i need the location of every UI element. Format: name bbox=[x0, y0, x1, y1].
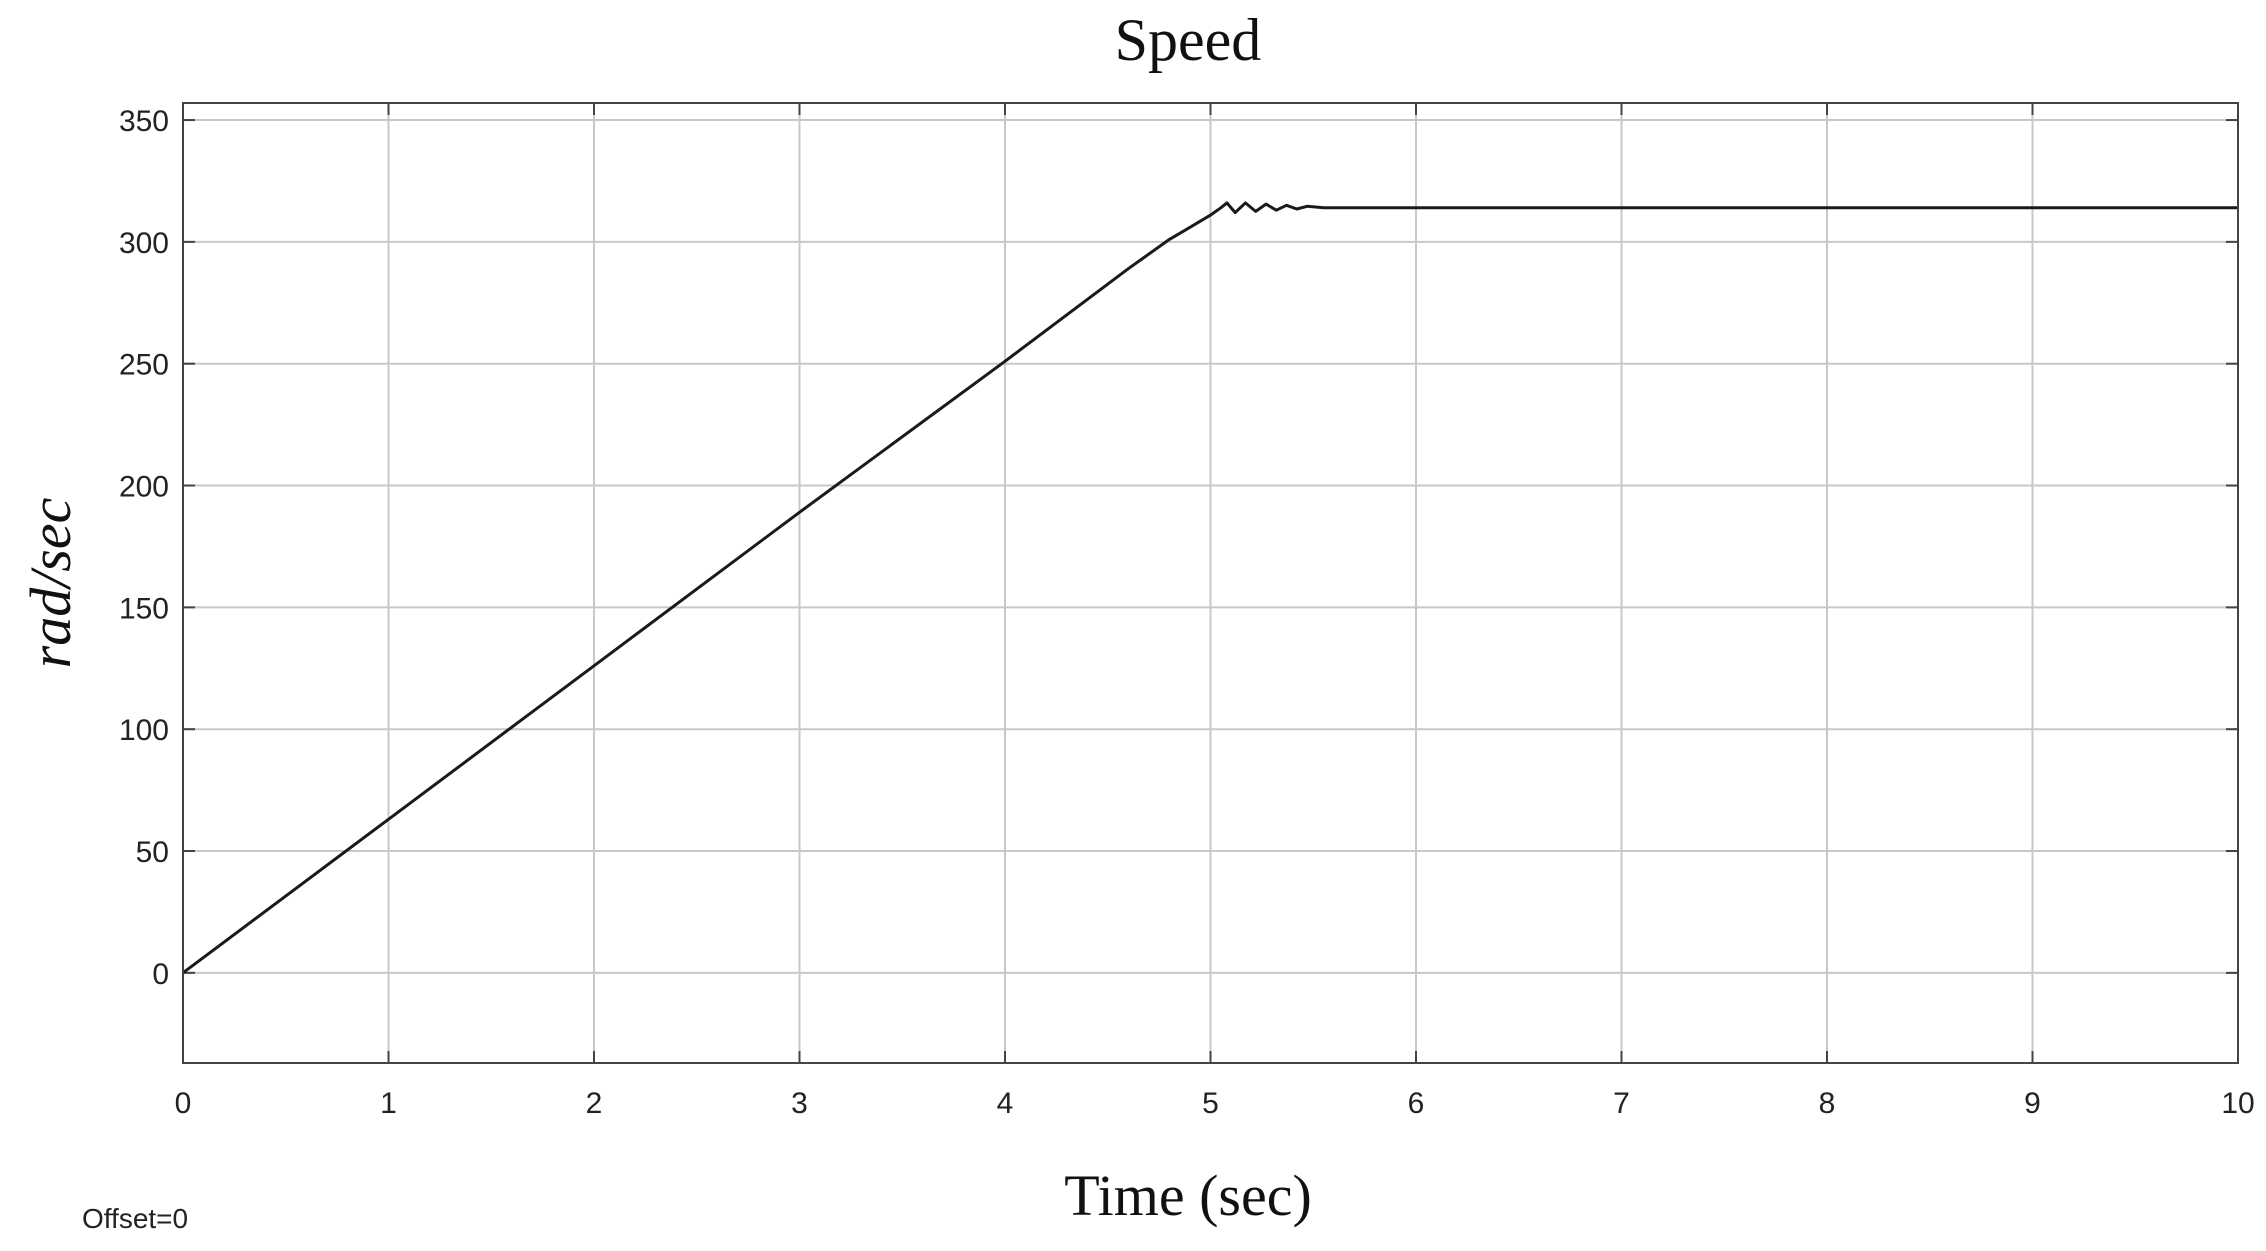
y-tick-label: 100 bbox=[119, 714, 169, 747]
chart-title: Speed bbox=[1115, 7, 1262, 73]
grid bbox=[183, 103, 2238, 1063]
y-tick-label: 300 bbox=[119, 227, 169, 260]
plot-frame bbox=[182, 102, 2239, 1064]
y-tick-label: 250 bbox=[119, 349, 169, 382]
x-tick-label: 2 bbox=[586, 1087, 603, 1120]
x-tick-label: 10 bbox=[2221, 1087, 2254, 1120]
x-axis-label: Time (sec) bbox=[1064, 1163, 1312, 1228]
y-tick-label: 150 bbox=[119, 592, 169, 625]
x-tick-label: 6 bbox=[1408, 1087, 1425, 1120]
y-tick-label: 0 bbox=[152, 958, 169, 991]
x-tick-label: 8 bbox=[1819, 1087, 1836, 1120]
x-tick-label: 5 bbox=[1202, 1087, 1219, 1120]
y-tick-label: 200 bbox=[119, 471, 169, 504]
x-tick-label: 9 bbox=[2024, 1087, 2041, 1120]
x-tick-label: 1 bbox=[380, 1087, 397, 1120]
y-axis-label: rad/sec bbox=[18, 497, 83, 668]
speed-series-line bbox=[182, 201, 2238, 975]
y-tick-label: 350 bbox=[119, 105, 169, 138]
x-tick-label: 7 bbox=[1613, 1087, 1630, 1120]
offset-note: Offset=0 bbox=[82, 1203, 188, 1234]
x-tick-label: 4 bbox=[997, 1087, 1014, 1120]
x-tick-label: 0 bbox=[175, 1087, 192, 1120]
series-group bbox=[182, 201, 2238, 975]
x-tick-label: 3 bbox=[791, 1087, 808, 1120]
y-tick-label: 50 bbox=[136, 836, 169, 869]
